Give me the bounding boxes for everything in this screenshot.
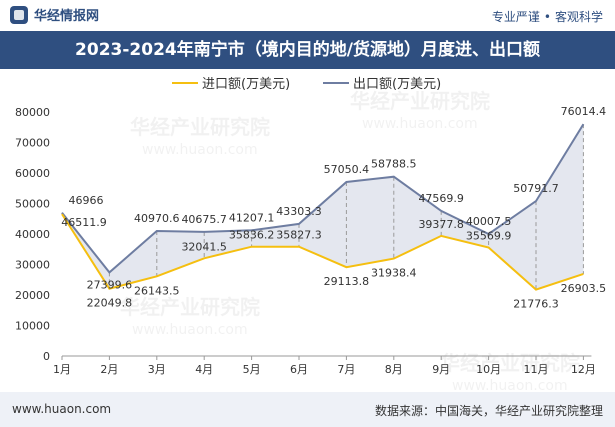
tagline-separator: •: [543, 10, 551, 24]
y-tick-label: 20000: [15, 289, 50, 302]
export-data-label: 58788.5: [371, 158, 417, 171]
legend-label-import: 进口额(万美元): [202, 77, 290, 92]
watermark-cn: 华经产业研究院: [350, 89, 490, 113]
export-data-label: 40675.7: [181, 213, 227, 226]
watermark-en: www.huaon.com: [362, 116, 478, 132]
x-tick-label: 3月: [148, 363, 166, 376]
brand-logo-icon: [10, 5, 28, 24]
tagline-a: 专业严谨: [491, 10, 540, 24]
x-tick-label: 7月: [337, 363, 355, 376]
import-data-label: 32041.5: [181, 240, 227, 253]
import-data-label: 35569.9: [466, 230, 512, 243]
gap-area: [62, 124, 584, 290]
x-tick-label: 12月: [571, 363, 596, 376]
export-data-label: 46966: [69, 194, 104, 207]
export-data-label: 40970.6: [134, 212, 180, 225]
y-tick-label: 50000: [15, 198, 50, 211]
export-data-label: 43303.3: [276, 205, 322, 218]
import-data-label: 35836.2: [229, 229, 275, 242]
y-tick-label: 10000: [15, 320, 50, 333]
watermark-cn: 华经产业研究院: [440, 351, 580, 375]
import-data-label: 46511.9: [61, 216, 107, 229]
plot-area: 46966 46511.9 27399.6 22049.8 40970.6 26143.5…: [61, 105, 607, 311]
export-data-label: 40007.5: [466, 215, 512, 228]
export-data-label: 57050.4: [324, 163, 370, 176]
watermark-layer: 华经产业研究院 www.huaon.com 华经产业研究院 www.huaon.com…: [120, 89, 580, 392]
watermark-en: www.huaon.com: [132, 322, 248, 338]
brand: 华经情报网: [10, 5, 99, 24]
chart-title: 2023-2024年南宁市（境内目的地/货源地）月度进、出口额: [0, 31, 615, 69]
export-data-label: 47569.9: [418, 192, 464, 205]
chart-legend: 进口额(万美元) 出口额(万美元): [172, 77, 441, 92]
watermark-cn: 华经产业研究院: [120, 295, 260, 319]
watermark-en: www.huaon.com: [452, 378, 568, 392]
footer-website: www.huaon.com: [12, 402, 112, 416]
import-data-label: 21776.3: [513, 298, 559, 311]
watermark-en: www.huaon.com: [142, 142, 258, 158]
x-tick-label: 11月: [524, 363, 549, 376]
x-tick-label: 2月: [100, 363, 118, 376]
import-data-label: 39377.8: [418, 218, 464, 231]
legend-label-export: 出口额(万美元): [353, 77, 441, 92]
y-tick-label: 0: [43, 350, 50, 363]
import-data-label: 35827.3: [276, 229, 322, 242]
y-tick-label: 80000: [15, 106, 50, 119]
y-tick-label: 40000: [15, 228, 50, 241]
brand-name: 华经情报网: [34, 9, 100, 24]
y-tick-label: 70000: [15, 137, 50, 150]
y-tick-label: 60000: [15, 167, 50, 180]
export-line: [61, 123, 585, 274]
top-bar: 华经情报网 专业严谨 • 客观科学: [0, 0, 615, 30]
import-data-label: 29113.8: [324, 275, 370, 288]
line-chart: 华经产业研究院 www.huaon.com 华经产业研究院 www.huaon.com…: [15, 77, 607, 392]
x-tick-label: 8月: [385, 363, 403, 376]
import-line: [61, 213, 584, 291]
import-data-label: 26143.5: [134, 284, 180, 297]
x-tick-label: 10月: [476, 363, 501, 376]
x-tick-label: 9月: [432, 363, 450, 376]
tagline-b: 客观科学: [554, 10, 603, 24]
export-data-label: 76014.4: [561, 105, 607, 118]
x-tick-label: 4月: [195, 363, 213, 376]
x-tick-label: 1月: [53, 363, 71, 376]
footer: www.huaon.com 数据来源：中国海关，华经产业研究院整理: [0, 392, 615, 427]
footer-source: 数据来源：中国海关，华经产业研究院整理: [374, 404, 603, 418]
tagline: 专业严谨 • 客观科学: [492, 8, 603, 25]
watermark-cn: 华经产业研究院: [130, 115, 270, 139]
import-data-label: 26903.5: [561, 282, 607, 295]
import-data-label: 22049.8: [87, 297, 133, 310]
import-data-label: 31938.4: [371, 267, 417, 280]
chart-axes: 0 10000 20000 30000 40000 50000 60000 70000 8000…: [15, 106, 596, 376]
y-tick-label: 30000: [15, 259, 50, 272]
export-data-label: 27399.6: [87, 278, 133, 291]
x-tick-label: 5月: [243, 363, 261, 376]
export-data-label: 41207.1: [229, 211, 275, 224]
x-tick-label: 6月: [290, 363, 308, 376]
export-data-label: 50791.7: [513, 182, 559, 195]
